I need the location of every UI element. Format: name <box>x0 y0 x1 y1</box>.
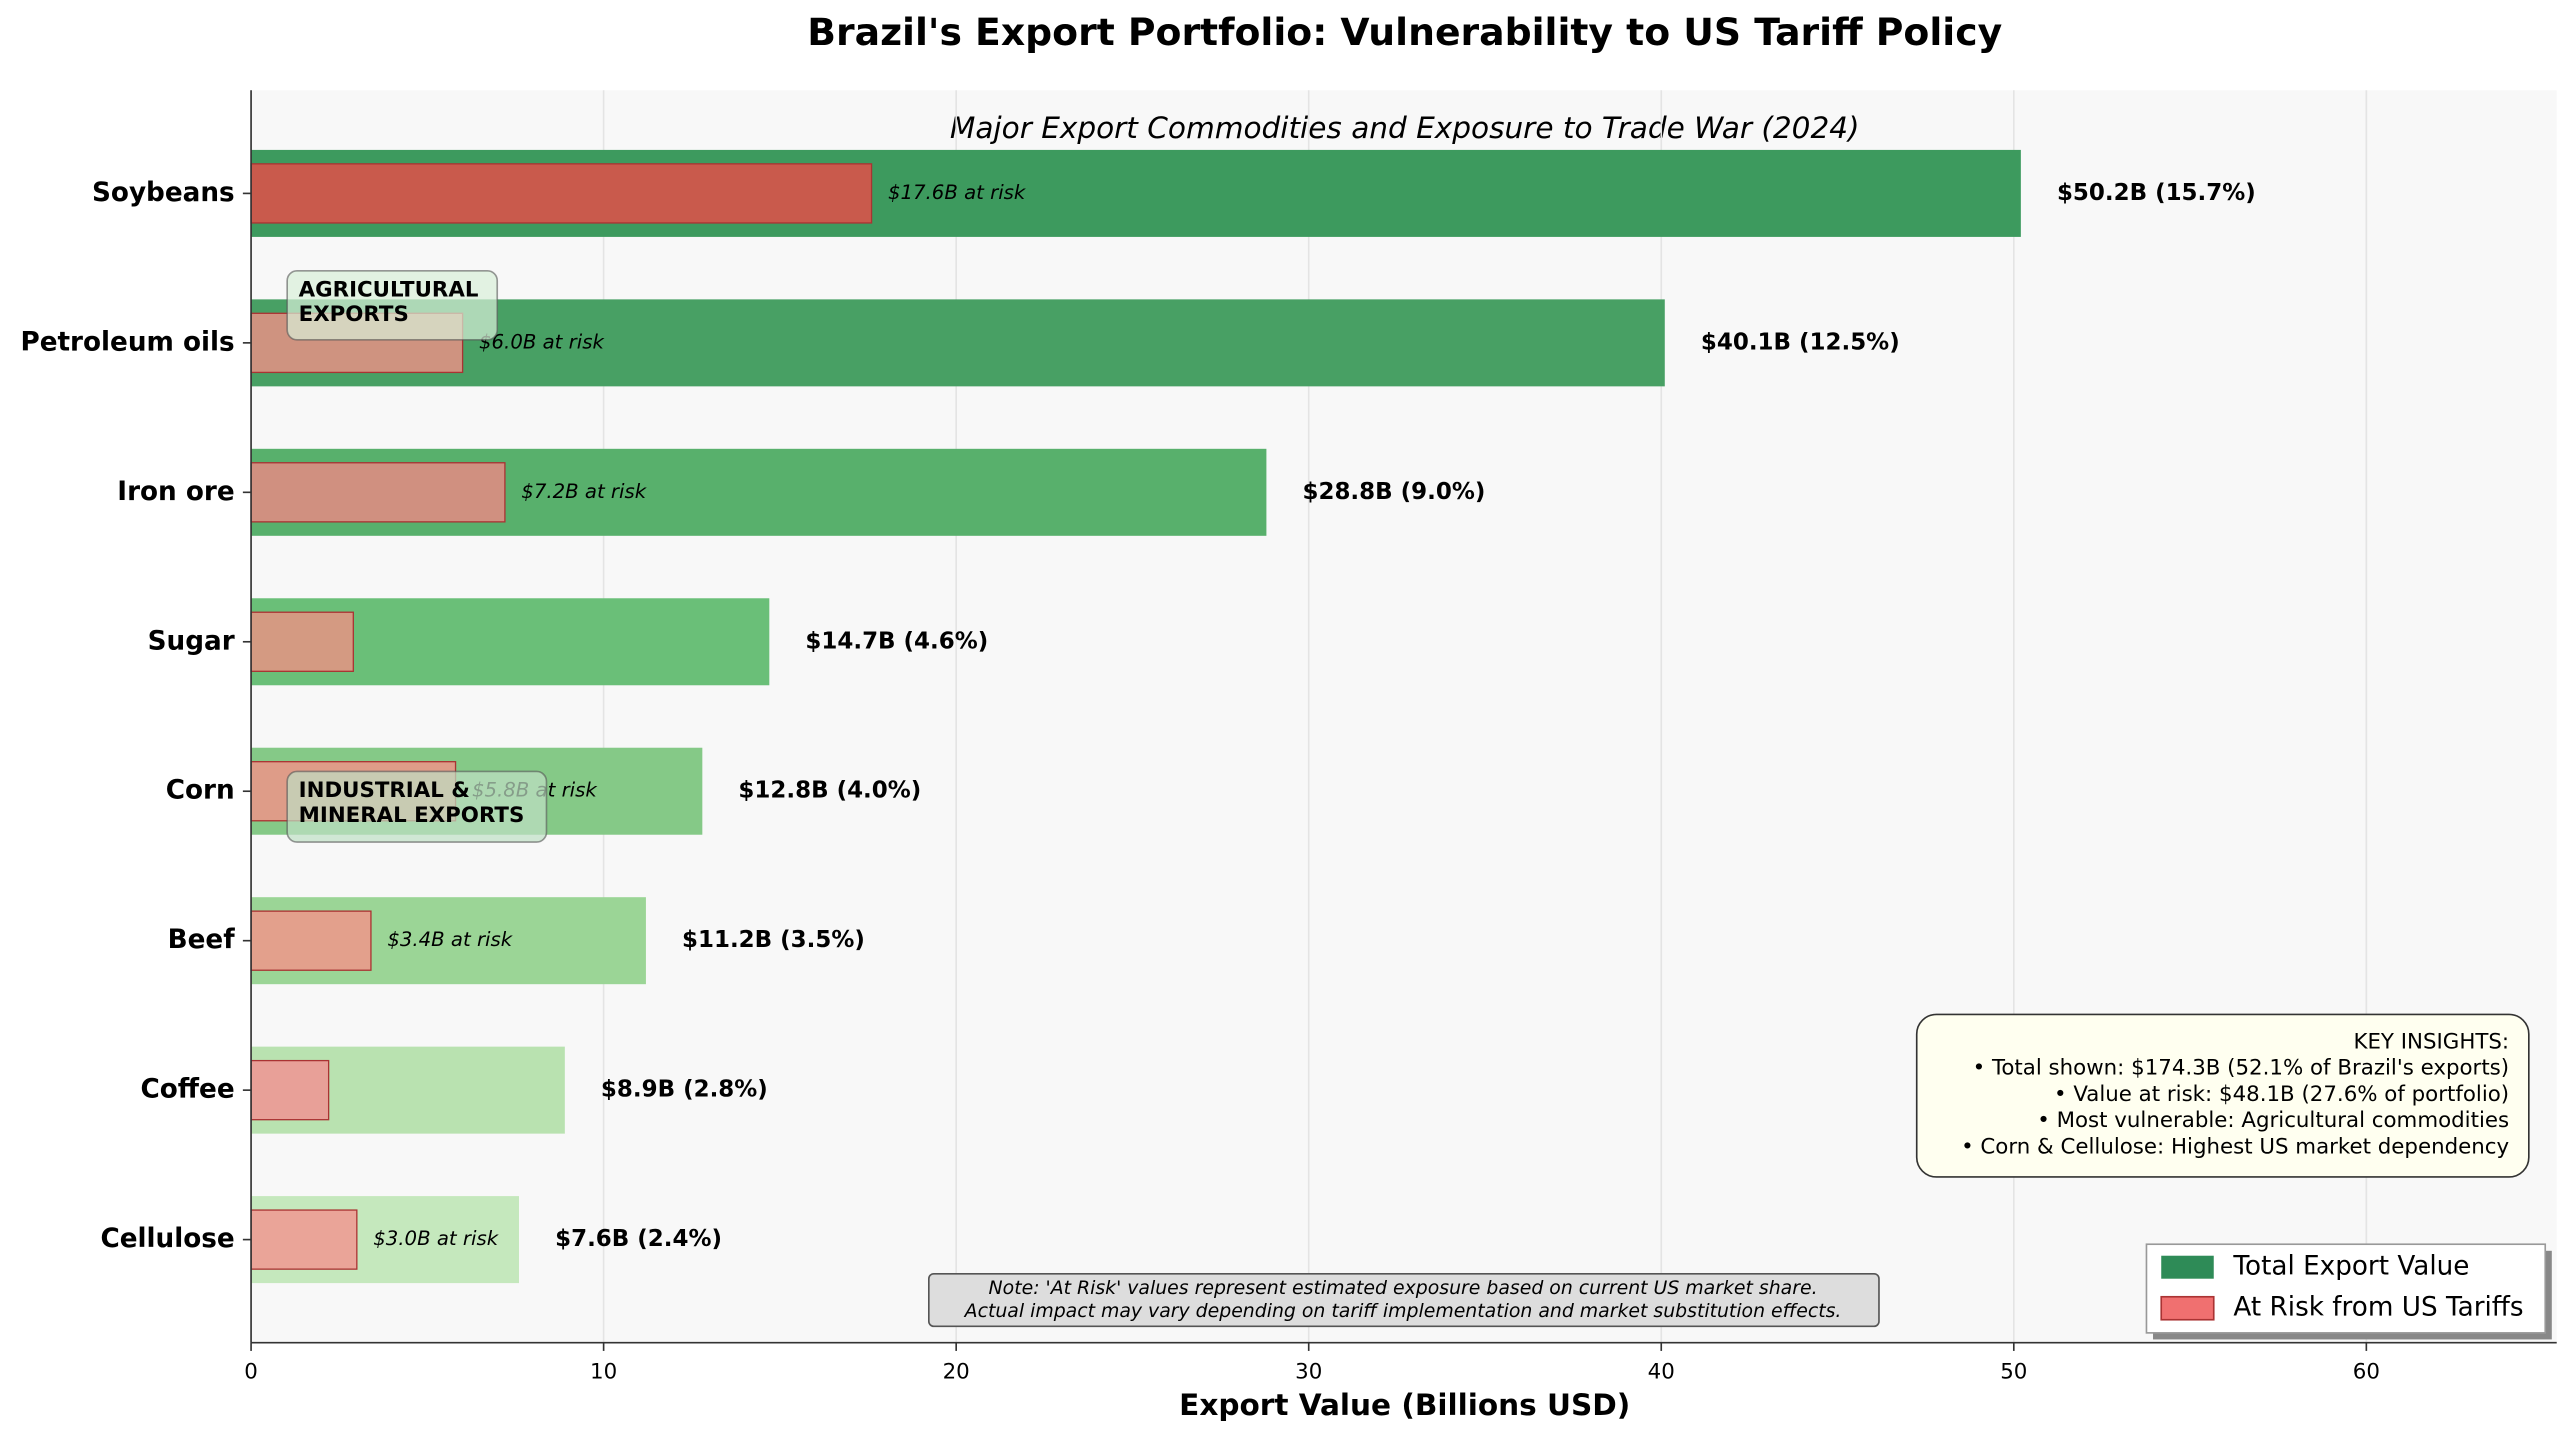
x-tick-label: 0 <box>244 1359 258 1384</box>
value-label: $12.8B (4.0%) <box>738 778 921 804</box>
x-tick-label: 50 <box>2000 1359 2027 1384</box>
legend-label: At Risk from US Tariffs <box>2233 1293 2523 1323</box>
x-axis-label: Export Value (Billions USD) <box>1179 1388 1630 1422</box>
x-tick-label: 10 <box>590 1359 617 1384</box>
legend-label: Total Export Value <box>2232 1252 2469 1282</box>
annotation-text: AGRICULTURAL <box>299 278 479 303</box>
x-tick-label: 30 <box>1295 1359 1322 1384</box>
risk-bar <box>250 611 354 672</box>
value-label: $7.6B (2.4%) <box>555 1226 722 1252</box>
risk-bar <box>250 462 506 523</box>
y-tick-label: Coffee <box>141 1075 235 1105</box>
insights-text: KEY INSIGHTS: <box>2353 1029 2509 1054</box>
y-tick-label: Cellulose <box>100 1224 234 1254</box>
risk-label: $6.0B at risk <box>479 330 605 353</box>
value-label: $14.7B (4.6%) <box>805 628 988 654</box>
risk-bar <box>250 163 873 224</box>
annotation-text: MINERAL EXPORTS <box>299 803 525 828</box>
value-label: $11.2B (3.5%) <box>682 927 865 953</box>
y-tick-label: Beef <box>168 925 236 955</box>
insights-text: • Total shown: $174.3B (52.1% of Brazil'… <box>1973 1056 2510 1081</box>
annotation-box <box>286 770 548 843</box>
value-label: $28.8B (9.0%) <box>1303 479 1486 505</box>
y-tick-label: Iron ore <box>117 477 234 507</box>
value-label: $8.9B (2.8%) <box>601 1077 768 1103</box>
risk-bar <box>250 1209 358 1270</box>
chart-subtitle: Major Export Commodities and Exposure to… <box>950 111 1860 145</box>
risk-label: $17.6B at risk <box>888 181 1027 204</box>
x-tick-label: 20 <box>943 1359 970 1384</box>
risk-label: $3.0B at risk <box>373 1227 499 1250</box>
value-label: $40.1B (12.5%) <box>1701 329 1900 355</box>
note-text: Actual impact may vary depending on tari… <box>964 1300 1842 1322</box>
y-tick-label: Sugar <box>148 626 235 656</box>
chart-title: Brazil's Export Portfolio: Vulnerability… <box>807 10 2002 54</box>
annotation-text: INDUSTRIAL & <box>299 778 470 803</box>
y-tick-label: Corn <box>166 776 235 806</box>
insights-box <box>1915 1013 2530 1178</box>
annotation-box <box>286 270 499 341</box>
x-tick-label: 40 <box>1648 1359 1675 1384</box>
annotation-text: EXPORTS <box>299 302 409 327</box>
x-tick-label: 60 <box>2353 1359 2380 1384</box>
legend-swatch <box>2161 1255 2214 1279</box>
risk-label: $3.4B at risk <box>387 928 513 951</box>
note-text: Note: 'At Risk' values represent estimat… <box>989 1277 1818 1299</box>
y-tick-label: Soybeans <box>92 178 235 208</box>
risk-bar <box>250 1059 330 1121</box>
y-tick-label: Petroleum oils <box>20 327 234 357</box>
value-label: $50.2B (15.7%) <box>2057 180 2256 206</box>
insights-text: • Most vulnerable: Agricultural commodit… <box>2037 1108 2509 1133</box>
note-box <box>928 1272 1880 1328</box>
risk-bar <box>250 910 372 971</box>
legend-swatch <box>2160 1295 2215 1321</box>
insights-text: • Corn & Cellulose: Highest US market de… <box>1961 1134 2509 1159</box>
insights-text: • Value at risk: $48.1B (27.6% of portfo… <box>2054 1082 2509 1107</box>
risk-label: $7.2B at risk <box>521 480 647 503</box>
